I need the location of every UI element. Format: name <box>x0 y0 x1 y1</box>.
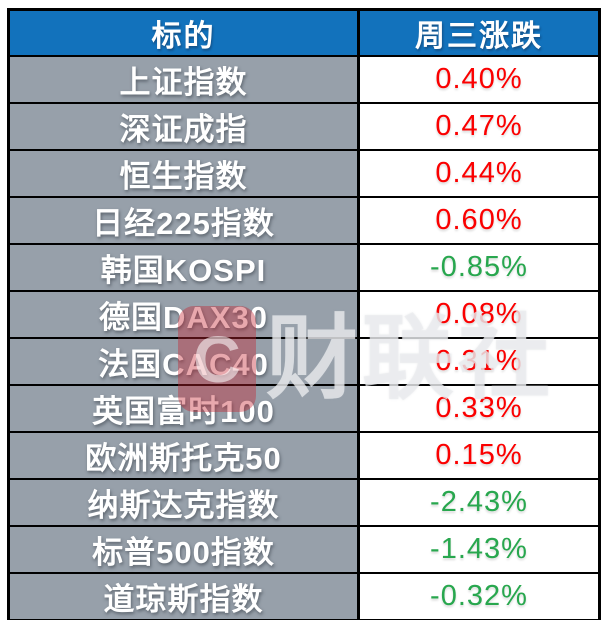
change-value-cell: 0.33% <box>357 384 601 433</box>
change-value-cell: 0.08% <box>357 290 601 339</box>
table-row: 日经225指数 0.60% <box>7 196 601 245</box>
change-value-cell: 0.15% <box>357 431 601 480</box>
table-row: 法国CAC40 0.31% <box>7 337 601 386</box>
table-row: 深证成指 0.47% <box>7 102 601 151</box>
change-value-cell: -2.43% <box>357 478 601 527</box>
change-value-cell: 0.31% <box>357 337 601 386</box>
index-change-table: 标的 周三涨跌 上证指数 0.40% 深证成指 0.47% 恒生指数 0.44%… <box>7 8 601 620</box>
index-name-cell: 深证成指 <box>7 102 360 151</box>
table-row: 标普500指数 -1.43% <box>7 525 601 574</box>
index-name-cell: 标普500指数 <box>7 525 360 574</box>
table-row: 上证指数 0.40% <box>7 55 601 104</box>
change-value-cell: 0.44% <box>357 149 601 198</box>
change-value-cell: 0.47% <box>357 102 601 151</box>
index-name-cell: 纳斯达克指数 <box>7 478 360 527</box>
change-value-cell: 0.60% <box>357 196 601 245</box>
table-row: 道琼斯指数 -0.32% <box>7 572 601 620</box>
index-name-cell: 恒生指数 <box>7 149 360 198</box>
index-name-cell: 道琼斯指数 <box>7 572 360 620</box>
table-row: 德国DAX30 0.08% <box>7 290 601 339</box>
table-body: 上证指数 0.40% 深证成指 0.47% 恒生指数 0.44% 日经225指数… <box>7 55 601 620</box>
index-name-cell: 欧洲斯托克50 <box>7 431 360 480</box>
column-header-target: 标的 <box>7 8 360 57</box>
index-name-cell: 英国富时100 <box>7 384 360 433</box>
change-value-cell: -1.43% <box>357 525 601 574</box>
table-row: 英国富时100 0.33% <box>7 384 601 433</box>
change-value-cell: 0.40% <box>357 55 601 104</box>
index-name-cell: 韩国KOSPI <box>7 243 360 292</box>
table-row: 韩国KOSPI -0.85% <box>7 243 601 292</box>
table-row: 纳斯达克指数 -2.43% <box>7 478 601 527</box>
index-name-cell: 上证指数 <box>7 55 360 104</box>
index-name-cell: 法国CAC40 <box>7 337 360 386</box>
table-header-row: 标的 周三涨跌 <box>7 8 601 57</box>
index-name-cell: 德国DAX30 <box>7 290 360 339</box>
change-value-cell: -0.32% <box>357 572 601 620</box>
index-name-cell: 日经225指数 <box>7 196 360 245</box>
change-value-cell: -0.85% <box>357 243 601 292</box>
column-header-wednesday-change: 周三涨跌 <box>357 8 601 57</box>
table-row: 恒生指数 0.44% <box>7 149 601 198</box>
table-row: 欧洲斯托克50 0.15% <box>7 431 601 480</box>
